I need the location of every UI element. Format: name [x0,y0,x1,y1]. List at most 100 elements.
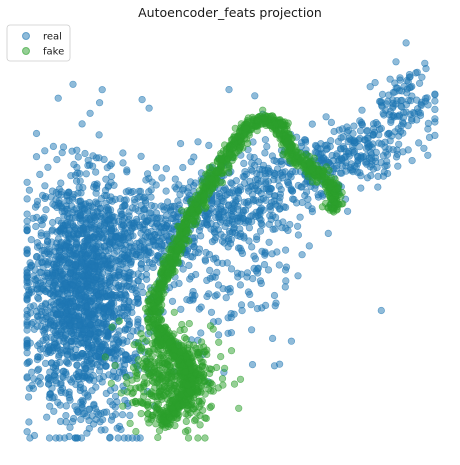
data-point-real [76,197,85,205]
data-point-real [168,297,177,305]
data-point-real [33,285,42,293]
data-point-real [264,266,273,274]
data-point-real [402,108,410,116]
data-point-real [203,276,211,285]
data-point-real [385,91,393,99]
data-point-fake [182,417,190,426]
data-point-real [91,214,99,222]
data-point-real [230,201,238,209]
data-point-real [256,208,264,216]
data-point-real [162,187,170,195]
data-point-real [132,286,140,295]
data-point-fake [170,352,178,360]
data-point-real [73,361,81,369]
data-point-real [137,260,145,268]
data-point-real [261,251,269,259]
data-point-real [84,393,92,401]
data-point-real [102,175,110,183]
data-point-real [77,415,85,424]
data-point-fake [213,168,221,176]
data-point-real [104,267,112,275]
data-point-real [248,167,256,175]
data-point-fake [254,116,262,124]
data-point-fake [185,320,193,328]
data-point-real [69,295,77,303]
data-point-real [51,328,59,337]
data-point-real [206,266,214,275]
data-point-real [90,295,98,303]
data-point-real [85,405,94,413]
data-point-real [415,139,423,147]
data-point-real [53,156,61,164]
data-point-real [34,353,42,361]
data-point-real [296,213,304,221]
data-point-real [59,346,67,354]
data-point-real [424,101,432,109]
data-point-fake [315,168,323,176]
data-point-real [252,267,260,275]
data-point-real [211,236,219,244]
data-point-real [342,158,350,166]
data-point-real [34,259,42,268]
legend-label-real: real [43,32,62,43]
legend-marker-fake [22,47,30,55]
data-point-real [25,291,33,299]
data-point-real [337,145,345,153]
data-point-real [165,225,173,233]
data-point-real [214,281,223,289]
data-point-fake [177,240,186,248]
data-point-fake [111,362,119,370]
data-point-real [358,106,366,114]
data-point-real [101,191,109,200]
data-point-real [78,400,86,408]
data-point-real [192,270,200,279]
data-point-real [102,408,111,416]
series-fake [101,106,347,442]
data-point-real [36,345,45,353]
data-point-real [109,401,117,409]
data-point-real [177,305,185,313]
data-point-real [262,301,270,310]
data-point-real [379,109,387,117]
data-point-real [74,153,82,161]
data-point-real [416,109,424,117]
data-point-real [92,353,100,361]
data-point-real [234,244,243,252]
data-point-real [220,186,228,194]
data-point-real [201,219,209,227]
data-point-real [226,284,234,293]
data-point-real [56,401,64,409]
data-point-real [246,177,254,185]
data-point-real [264,166,272,174]
data-point-real [92,189,100,197]
data-point-real [403,85,411,93]
data-point-real [421,59,429,67]
data-point-real [132,205,140,213]
data-point-real [369,140,377,148]
data-point-real [23,282,31,291]
data-point-real [137,201,145,209]
data-point-fake [175,246,183,254]
data-point-fake [158,281,166,289]
data-point-fake [221,364,229,372]
data-point-real [183,296,191,304]
data-point-real [378,90,387,98]
data-point-real [241,206,250,214]
data-point-real [69,220,77,229]
data-point-fake [196,344,204,352]
data-point-real [65,227,73,235]
data-point-fake [199,406,207,414]
data-point-real [83,412,91,420]
data-point-real [47,376,55,384]
data-point-fake [280,148,289,156]
data-point-fake [165,329,173,337]
data-point-real [83,242,92,250]
data-point-real [142,217,150,225]
data-point-real [382,148,390,156]
data-point-real [87,349,95,357]
data-point-real [191,291,199,300]
data-point-real [57,272,66,280]
data-point-fake [146,295,154,303]
data-point-real [197,303,205,311]
data-point-fake [199,371,208,379]
